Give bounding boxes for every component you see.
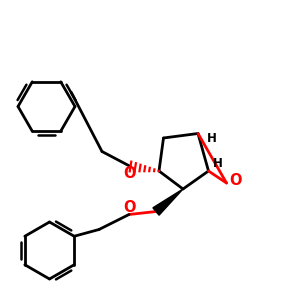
Text: O: O bbox=[229, 173, 242, 188]
Text: H: H bbox=[213, 157, 222, 170]
Text: H: H bbox=[207, 131, 216, 145]
Polygon shape bbox=[153, 189, 183, 215]
Text: O: O bbox=[124, 167, 136, 182]
Text: O: O bbox=[123, 200, 135, 215]
